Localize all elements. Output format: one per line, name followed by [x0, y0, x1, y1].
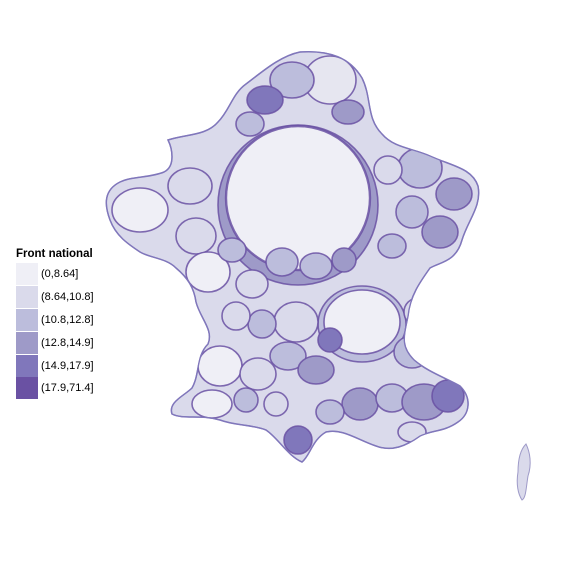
region-cell [269, 341, 307, 371]
region-cell [435, 177, 473, 211]
legend-swatch [16, 263, 38, 286]
region-cell [421, 215, 459, 249]
region-cell [397, 421, 427, 443]
region-cell [221, 301, 251, 331]
region-cell [235, 111, 265, 137]
legend-item: (17.9,71.4] [16, 377, 94, 400]
legend-swatch [16, 286, 38, 309]
region-cell [217, 237, 247, 263]
region-cell [393, 335, 431, 369]
legend-label: (14.9,17.9] [41, 359, 94, 372]
region-cell [191, 389, 233, 419]
legend-item: (14.9,17.9] [16, 354, 94, 377]
region-cell [167, 167, 213, 205]
region-cell [265, 247, 299, 277]
legend-swatch [16, 308, 38, 331]
region-cell [299, 252, 333, 280]
region-cell [297, 355, 335, 385]
region-cell [317, 327, 343, 353]
legend-label: (12.8,14.9] [41, 336, 94, 349]
region-cell [175, 217, 217, 255]
region-cell [197, 345, 243, 387]
region-cell [247, 309, 277, 339]
legend-swatch [16, 354, 38, 377]
region-cell [377, 233, 407, 259]
region-cell [185, 251, 231, 293]
legend-label: (17.9,71.4] [41, 382, 94, 395]
region-cell [331, 99, 365, 125]
region-cell [233, 387, 259, 413]
region-cell [341, 387, 379, 421]
region-cell [239, 357, 277, 391]
map-legend: Front national (0,8.64] (8.64,10.8] (10.8,… [16, 248, 94, 400]
region-cell [331, 247, 357, 273]
legend-label: (8.64,10.8] [41, 291, 94, 304]
region-cell [111, 187, 169, 233]
region-cell [283, 425, 313, 455]
region-cell [224, 124, 372, 272]
region-cell [273, 301, 319, 343]
region-cell [315, 399, 345, 425]
legend-rows: (0,8.64] (8.64,10.8] (10.8,12.8] (12.8,14.9… [16, 263, 94, 400]
legend-swatch [16, 331, 38, 354]
corsica-shape [516, 443, 531, 501]
legend-title: Front national [16, 248, 93, 260]
legend-item: (0,8.64] [16, 263, 94, 286]
legend-swatch [16, 377, 38, 400]
region-cell [246, 85, 284, 115]
region-cell [373, 155, 403, 185]
legend-label: (10.8,12.8] [41, 313, 94, 326]
legend-label: (0,8.64] [41, 268, 79, 281]
legend-item: (8.64,10.8] [16, 286, 94, 309]
region-cell [269, 61, 315, 99]
region-cell [263, 391, 289, 417]
legend-item: (12.8,14.9] [16, 331, 94, 354]
region-cell [397, 147, 443, 189]
region-cell [323, 289, 401, 355]
legend-item: (10.8,12.8] [16, 308, 94, 332]
region-cell [395, 195, 429, 229]
region-cell [235, 269, 269, 299]
